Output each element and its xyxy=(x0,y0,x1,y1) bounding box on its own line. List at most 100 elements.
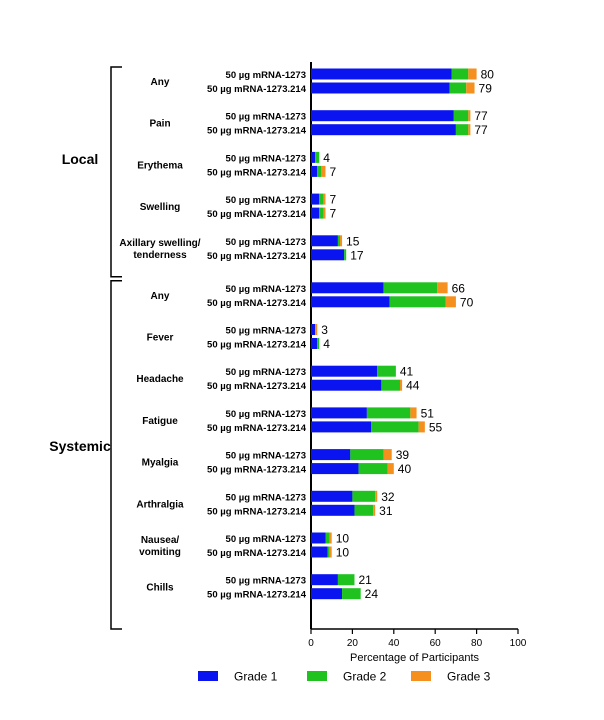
bar-segment-grade-2 xyxy=(383,282,438,294)
group-label-systemic-nausea-vomiting: Nausea/ xyxy=(141,535,180,546)
bar-segment-grade-1 xyxy=(311,365,378,377)
x-tick-label: 80 xyxy=(471,638,483,649)
bar-segment-grade-1 xyxy=(311,124,456,136)
bar-segment-grade-3 xyxy=(445,296,456,308)
bar-segment-grade-3 xyxy=(323,193,326,205)
bar-total-label: 79 xyxy=(479,82,493,96)
section-bracket-systemic xyxy=(110,280,122,630)
bar-segment-grade-3 xyxy=(400,379,403,391)
bar-segment-grade-3 xyxy=(466,82,475,94)
bar-segment-grade-2 xyxy=(325,532,330,544)
section-bracket-local xyxy=(110,66,122,278)
bar-total-label: 7 xyxy=(329,207,336,221)
bar-segment-grade-1 xyxy=(311,296,390,308)
x-tick-label: 40 xyxy=(388,638,400,649)
bar-segment-grade-3 xyxy=(437,282,448,294)
bar-total-label: 70 xyxy=(460,295,474,309)
bar-segment-grade-2 xyxy=(389,296,446,308)
row-label: 50 µg mRNA-1273.214 xyxy=(207,423,307,434)
bar-segment-grade-2 xyxy=(377,365,396,377)
bar-segment-grade-2 xyxy=(337,235,340,247)
group-label-systemic-myalgia: Myalgia xyxy=(142,458,179,469)
bar-segment-grade-1 xyxy=(311,249,345,261)
row-label: 50 µg mRNA-1273.214 xyxy=(207,590,307,601)
bar-segment-grade-3 xyxy=(373,504,376,516)
row-label: 50 µg mRNA-1273.214 xyxy=(207,84,307,95)
row-label: 50 µg mRNA-1273.214 xyxy=(207,298,307,309)
bar-segment-grade-1 xyxy=(311,379,382,391)
bar-segment-grade-2 xyxy=(319,207,324,219)
bar-total-label: 66 xyxy=(452,281,466,295)
row-label: 50 µg mRNA-1273 xyxy=(226,112,306,123)
bar-segment-grade-2 xyxy=(371,421,419,433)
bar-segment-grade-2 xyxy=(381,379,401,391)
bar-segment-grade-2 xyxy=(317,165,322,177)
bar-segment-grade-3 xyxy=(315,324,318,335)
row-label: 50 µg mRNA-1273.214 xyxy=(207,209,307,220)
bar-segment-grade-1 xyxy=(311,151,316,163)
bar-total-label: 77 xyxy=(474,123,488,137)
x-tick-label: 60 xyxy=(430,638,442,649)
bar-segment-grade-2 xyxy=(366,407,411,419)
row-label: 50 µg mRNA-1273.214 xyxy=(207,465,307,476)
bar-segment-grade-3 xyxy=(339,235,343,247)
legend-swatch-grade-2 xyxy=(307,671,327,681)
bar-segment-grade-1 xyxy=(311,282,384,294)
bar-total-label: 10 xyxy=(336,532,350,546)
bar-segment-grade-3 xyxy=(329,532,332,544)
bar-segment-grade-3 xyxy=(329,546,332,558)
row-label: 50 µg mRNA-1273 xyxy=(226,451,306,462)
bar-segment-grade-2 xyxy=(352,490,376,502)
bar-segment-grade-1 xyxy=(311,110,454,122)
row-label: 50 µg mRNA-1273.214 xyxy=(207,340,307,351)
group-label-systemic-fatigue: Fatigue xyxy=(142,416,178,427)
x-tick-label: 0 xyxy=(308,638,314,649)
group-label-systemic-any: Any xyxy=(151,291,170,302)
bar-total-label: 7 xyxy=(329,165,336,179)
bar-segment-grade-2 xyxy=(354,504,374,516)
bar-segment-grade-3 xyxy=(387,463,394,475)
row-label: 50 µg mRNA-1273 xyxy=(226,367,306,378)
bar-segment-grade-1 xyxy=(311,588,343,600)
bar-total-label: 31 xyxy=(379,504,393,518)
row-label: 50 µg mRNA-1273 xyxy=(226,409,306,420)
section-label-local: Local xyxy=(62,151,99,167)
bar-total-label: 4 xyxy=(323,151,330,165)
row-label: 50 µg mRNA-1273.214 xyxy=(207,251,307,262)
bar-segment-grade-2 xyxy=(350,449,384,461)
bar-segment-grade-3 xyxy=(410,407,417,419)
bar-total-label: 55 xyxy=(429,420,443,434)
bar-segment-grade-1 xyxy=(311,574,338,586)
bar-total-label: 51 xyxy=(421,406,435,420)
bar-segment-grade-1 xyxy=(311,165,318,177)
bar-total-label: 77 xyxy=(474,109,488,123)
row-label: 50 µg mRNA-1273 xyxy=(226,237,306,248)
bar-segment-grade-2 xyxy=(451,68,469,80)
bar-segment-grade-2 xyxy=(327,546,330,558)
legend-swatch-grade-1 xyxy=(198,671,218,681)
bar-segment-grade-2 xyxy=(337,574,355,586)
bar-total-label: 21 xyxy=(358,573,372,587)
bar-total-label: 3 xyxy=(321,323,328,337)
group-label-local-any: Any xyxy=(151,77,170,88)
bar-segment-grade-2 xyxy=(449,82,467,94)
x-tick-label: 20 xyxy=(347,638,359,649)
bar-total-label: 32 xyxy=(381,490,395,504)
bar-segment-grade-2 xyxy=(344,249,347,261)
group-label-systemic-nausea-vomiting: vomiting xyxy=(139,547,181,558)
bar-total-label: 44 xyxy=(406,379,420,393)
bar-segment-grade-3 xyxy=(468,124,471,136)
row-label: 50 µg mRNA-1273.214 xyxy=(207,506,307,517)
bar-segment-grade-3 xyxy=(468,68,477,80)
x-tick-label: 100 xyxy=(510,638,527,649)
row-label: 50 µg mRNA-1273 xyxy=(226,153,306,164)
group-label-systemic-fever: Fever xyxy=(147,333,174,344)
bar-segment-grade-3 xyxy=(323,207,326,219)
bar-segment-grade-1 xyxy=(311,235,338,247)
legend-label-grade-2: Grade 2 xyxy=(343,670,387,684)
bar-segment-grade-1 xyxy=(311,407,367,419)
row-label: 50 µg mRNA-1273.214 xyxy=(207,167,307,178)
bar-total-label: 17 xyxy=(350,248,364,262)
bar-segment-grade-3 xyxy=(383,449,392,461)
bar-segment-grade-3 xyxy=(418,421,425,433)
